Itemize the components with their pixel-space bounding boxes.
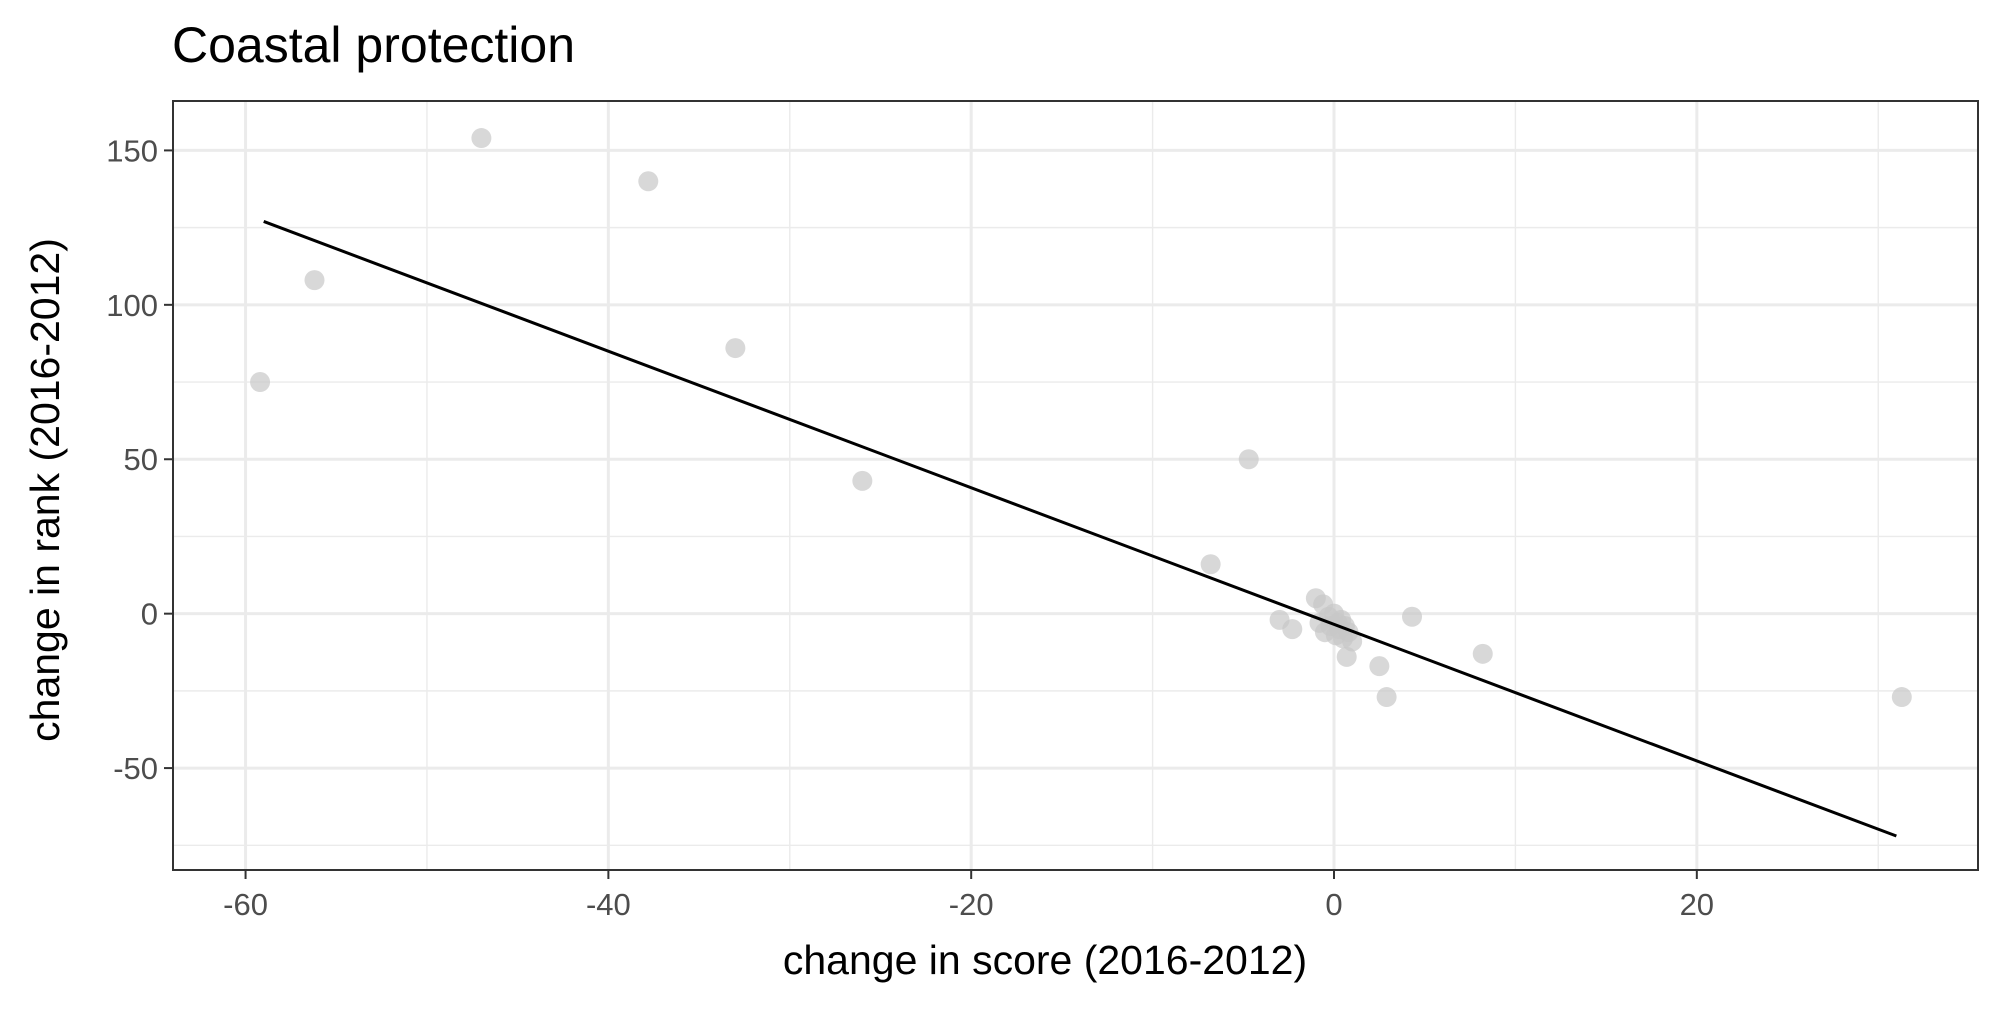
plot-panel-border	[172, 100, 1979, 871]
x-tick-label: -40	[586, 887, 631, 922]
plot-area	[172, 100, 1979, 871]
data-point	[1376, 687, 1397, 708]
data-point	[1891, 687, 1912, 708]
data-point	[852, 470, 873, 491]
data-point	[725, 338, 746, 359]
data-point	[1402, 606, 1423, 627]
x-tick-label: 20	[1680, 887, 1714, 922]
y-tick-label: 0	[141, 597, 158, 632]
y-axis-ticks: -50 0 50 100 150	[106, 133, 173, 786]
data-point	[250, 372, 271, 393]
data-point	[304, 270, 325, 291]
data-point	[1200, 554, 1221, 575]
x-tick-label: -60	[223, 887, 268, 922]
y-tick-label: 50	[124, 442, 158, 477]
data-point	[1282, 619, 1303, 640]
trend-line-layer	[263, 220, 1897, 838]
data-point	[1369, 656, 1390, 677]
plot-panel-background	[173, 101, 1978, 870]
major-gridlines	[173, 101, 1978, 870]
data-point	[1472, 643, 1493, 664]
y-axis-title: change in rank (2016-2012)	[22, 238, 68, 742]
x-tick-label: -20	[949, 887, 994, 922]
y-tick-label: -50	[113, 751, 158, 786]
x-axis-ticks: -60 -40 -20 0 20	[223, 870, 1714, 922]
y-tick-label: 150	[106, 133, 158, 168]
x-axis-title: change in score (2016-2012)	[783, 937, 1307, 983]
x-tick-label: 0	[1325, 887, 1342, 922]
data-point	[1342, 631, 1363, 652]
minor-gridlines	[173, 101, 1978, 870]
chart-title: Coastal protection	[172, 17, 575, 73]
data-point	[471, 128, 492, 149]
trend-line	[263, 220, 1897, 838]
data-point	[638, 171, 659, 192]
data-point	[1238, 449, 1259, 470]
y-tick-label: 100	[106, 288, 158, 323]
data-point	[1336, 646, 1357, 667]
